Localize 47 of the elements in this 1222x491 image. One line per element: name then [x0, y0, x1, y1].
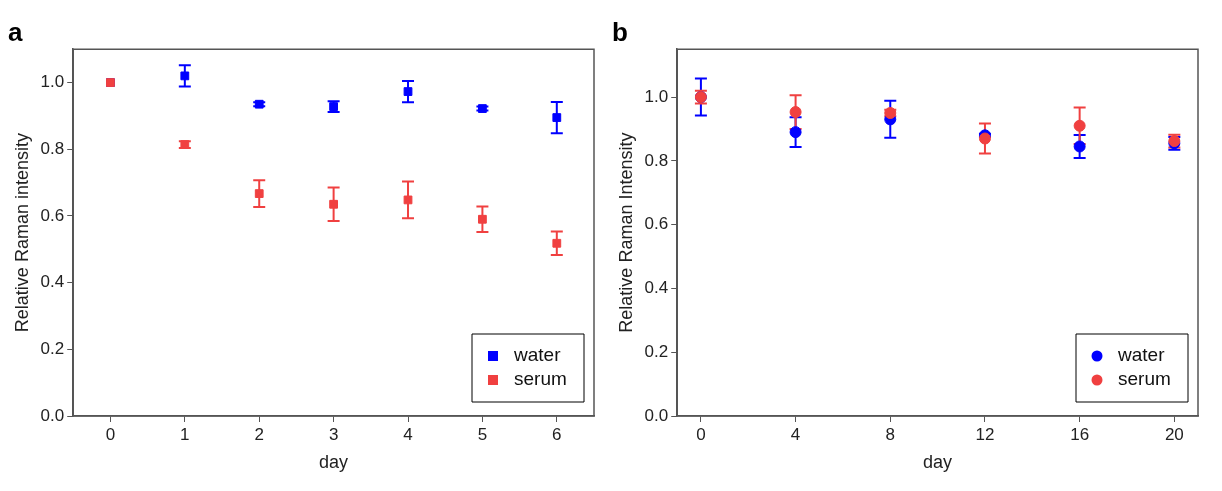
x-tick-label: 4 [403, 424, 413, 444]
x-tick-label: 1 [180, 424, 190, 444]
legend-label: water [1117, 344, 1166, 366]
chart-title: a [8, 16, 23, 47]
y-tick-label: 0.8 [644, 150, 669, 170]
y-tick-label: 1.0 [644, 86, 669, 106]
y-tick-label: 0.4 [644, 278, 669, 298]
point [254, 189, 264, 198]
y-tick-label: 0.6 [644, 214, 669, 234]
x-tick-label: 8 [885, 424, 896, 444]
y-tick-label: 0.2 [40, 339, 65, 358]
x-axis-title: day [923, 452, 953, 473]
y-tick-label: 0.0 [40, 405, 65, 425]
y-tick-label: 1.0 [40, 72, 65, 92]
y-axis-title: Relative Raman Intensity [615, 132, 636, 333]
x-axis-title: day [319, 452, 349, 473]
x-tick-label: 3 [328, 424, 339, 444]
point [552, 238, 562, 248]
point [789, 106, 802, 119]
point [478, 214, 487, 224]
point [1073, 140, 1086, 153]
x-tick-label: 5 [477, 424, 488, 444]
legend-label: serum [1118, 368, 1171, 390]
chart-title: b [612, 16, 628, 47]
y-tick-label: 0.0 [644, 405, 669, 425]
point [789, 126, 802, 139]
point [403, 195, 413, 205]
x-tick-label: 0 [696, 424, 706, 444]
x-tick-label: 0 [105, 424, 116, 444]
point [403, 87, 413, 96]
point [329, 199, 339, 209]
y-axis-title: Relative Raman intensity [11, 133, 32, 333]
y-tick-label: 0.4 [40, 272, 65, 292]
point [552, 113, 562, 122]
x-tick-label: 4 [790, 424, 801, 444]
x-tick-label: 20 [1164, 424, 1184, 444]
y-tick-label: 0.2 [644, 341, 669, 361]
y-tick-label: 0.6 [40, 205, 65, 225]
point [180, 71, 190, 81]
x-tick-label: 16 [1070, 424, 1090, 444]
point [1073, 119, 1086, 132]
legend-label: water [513, 344, 562, 366]
y-tick-label: 0.8 [40, 138, 65, 158]
x-tick-label: 2 [254, 424, 264, 444]
x-tick-label: 6 [552, 424, 562, 444]
legend-label: serum [514, 368, 567, 390]
x-tick-label: 12 [975, 424, 995, 444]
